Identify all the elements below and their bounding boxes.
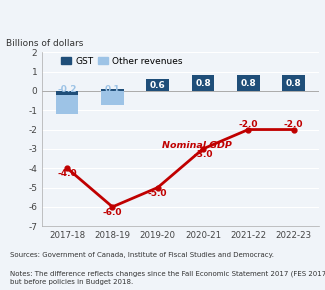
Bar bbox=[146, 79, 169, 91]
Legend: GST, Other revenues: GST, Other revenues bbox=[60, 57, 183, 66]
Text: 0.8: 0.8 bbox=[195, 79, 211, 88]
Text: 0.8: 0.8 bbox=[240, 79, 256, 88]
Text: Nominal GDP: Nominal GDP bbox=[162, 140, 232, 150]
Bar bbox=[101, 91, 124, 105]
Text: -2.0: -2.0 bbox=[239, 119, 258, 129]
Text: -4.0: -4.0 bbox=[57, 169, 77, 178]
Text: -6.0: -6.0 bbox=[103, 208, 122, 217]
Text: 0.6: 0.6 bbox=[150, 81, 166, 90]
Text: 0.1: 0.1 bbox=[105, 85, 120, 94]
Text: -2.0: -2.0 bbox=[284, 119, 303, 129]
Bar bbox=[282, 75, 305, 91]
Bar bbox=[192, 75, 215, 91]
Bar bbox=[101, 89, 124, 91]
Text: Billions of dollars: Billions of dollars bbox=[6, 39, 84, 48]
Text: -3.0: -3.0 bbox=[193, 150, 213, 159]
Bar bbox=[237, 75, 260, 91]
Text: Notes: The difference reflects changes since the Fall Economic Statement 2017 (F: Notes: The difference reflects changes s… bbox=[10, 271, 325, 285]
Text: 0.8: 0.8 bbox=[286, 79, 302, 88]
Bar bbox=[56, 91, 78, 114]
Text: -5.0: -5.0 bbox=[148, 189, 167, 198]
Text: Sources: Government of Canada, Institute of Fiscal Studies and Democracy.: Sources: Government of Canada, Institute… bbox=[10, 252, 274, 258]
Text: -0.2: -0.2 bbox=[58, 85, 77, 94]
Bar bbox=[56, 91, 78, 95]
